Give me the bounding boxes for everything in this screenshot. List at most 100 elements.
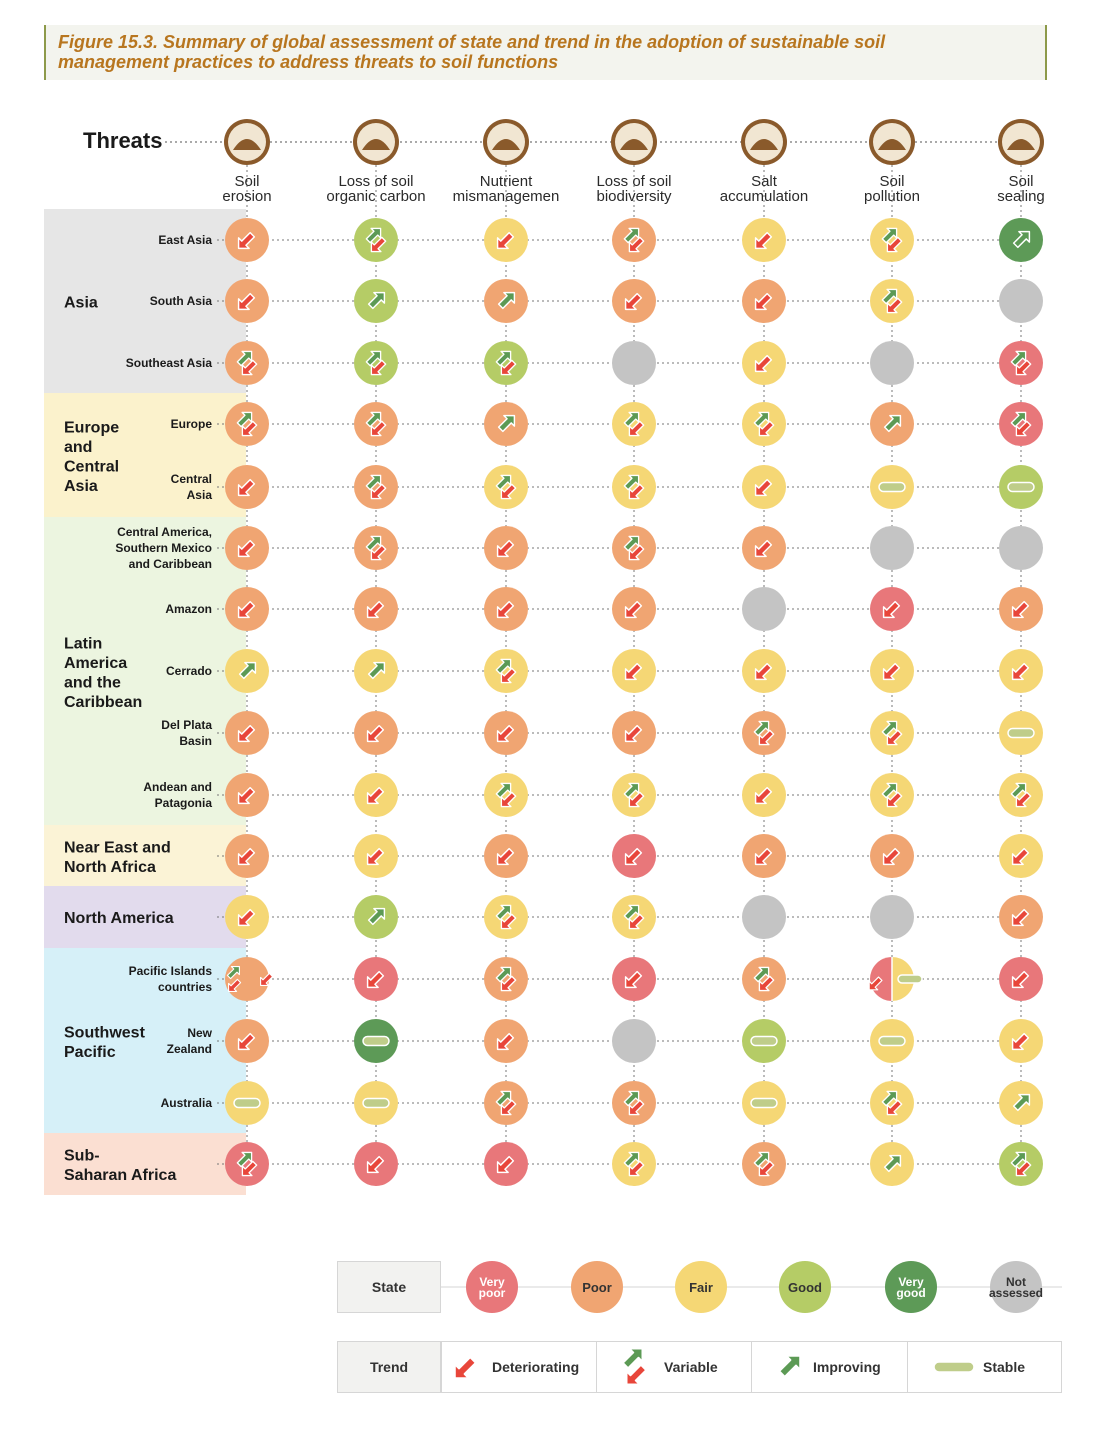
region-band: [44, 948, 246, 1134]
stable-bar-icon: [362, 1097, 390, 1109]
status-cell: [354, 341, 398, 385]
biodiversity-icon: [611, 119, 657, 165]
nutrient-icon: [483, 119, 529, 165]
row-label: Central: [171, 472, 212, 486]
region-band: [44, 825, 246, 887]
deteriorating-arrow-icon: [496, 1032, 515, 1051]
row-label: East Asia: [158, 233, 212, 247]
row-label: Southeast Asia: [126, 356, 213, 370]
deteriorating-arrow-icon: [1015, 1160, 1032, 1177]
state-circle: [870, 895, 914, 939]
status-cell: [742, 279, 786, 323]
deteriorating-arrow-icon: [366, 786, 385, 805]
region-label: Pacific: [64, 1044, 116, 1061]
status-cell: [354, 895, 398, 939]
status-cell: [870, 1142, 914, 1186]
soil-erosion-icon: [224, 119, 270, 165]
row-label: countries: [158, 980, 212, 994]
deteriorating-arrow-icon: [1011, 662, 1030, 681]
deteriorating-arrow-icon: [496, 600, 515, 619]
status-cell: [354, 649, 398, 693]
improving-arrow-icon: [881, 782, 898, 799]
state-circle: [484, 895, 528, 939]
status-cell: [742, 895, 786, 939]
status-cell: [742, 1142, 786, 1186]
deteriorating-arrow-icon: [624, 970, 643, 989]
deteriorating-arrow-icon: [624, 662, 643, 681]
status-cell: [612, 957, 656, 1001]
improving-arrow-icon: [365, 474, 382, 491]
status-cell: [484, 649, 528, 693]
row-label: Amazon: [165, 602, 212, 616]
status-cell: [742, 402, 786, 446]
status-cell: [742, 957, 786, 1001]
legend-trend-label: Improving: [813, 1359, 881, 1375]
state-circle: [870, 526, 914, 570]
threat-icon-glyph: [750, 139, 778, 150]
status-cell: [484, 834, 528, 878]
status-cell: [742, 711, 786, 755]
deteriorating-arrow-icon: [1011, 600, 1030, 619]
status-cell: [742, 587, 786, 631]
deteriorating-arrow-icon: [500, 791, 517, 808]
stable-bar-icon: [1007, 481, 1035, 493]
row-label: Del Plata: [161, 718, 212, 732]
deteriorating-arrow-icon: [758, 975, 775, 992]
improving-arrow-icon: [753, 720, 770, 737]
legend-trend-deteriorating: Deteriorating: [441, 1341, 596, 1393]
row-label: Pacific Islands: [129, 964, 213, 978]
improving-arrow-icon: [495, 966, 512, 983]
status-cell: [354, 957, 398, 1001]
improving-arrow-icon: [1010, 1151, 1027, 1168]
deteriorating-arrow-icon: [496, 1155, 515, 1174]
status-cell: [225, 957, 274, 1001]
state-circle: [612, 402, 656, 446]
status-cell: [354, 465, 398, 509]
improving-arrow-icon: [883, 414, 902, 433]
legend-state-circle: [990, 1261, 1042, 1313]
legend-state-label: poor: [479, 1286, 506, 1300]
improving-arrow-icon: [623, 782, 640, 799]
legend-state-circle: [675, 1261, 727, 1313]
status-cell: [612, 341, 656, 385]
deteriorating-arrow-icon: [754, 354, 773, 373]
deteriorating-arrow-icon: [453, 1356, 477, 1380]
status-cell: [354, 1019, 398, 1063]
status-cell: [870, 834, 914, 878]
status-cell: [354, 526, 398, 570]
status-cell: [225, 341, 269, 385]
deteriorating-arrow-icon: [237, 908, 256, 927]
state-circle: [999, 402, 1043, 446]
deteriorating-arrow-icon: [366, 600, 385, 619]
deteriorating-arrow-icon: [624, 847, 643, 866]
deteriorating-arrow-icon: [366, 1155, 385, 1174]
status-cell: [999, 957, 1043, 1001]
status-cell: [999, 1142, 1043, 1186]
state-circle: [742, 895, 786, 939]
status-cell: [354, 279, 398, 323]
threats-header: Threats: [83, 128, 162, 153]
improving-arrow-icon: [621, 1347, 644, 1370]
improving-arrow-icon: [236, 411, 253, 428]
threat-icon-glyph: [233, 139, 261, 150]
status-cell: [612, 895, 656, 939]
improving-arrow-icon: [623, 474, 640, 491]
improving-arrow-icon: [226, 966, 240, 980]
status-cell: [354, 587, 398, 631]
deteriorating-arrow-icon: [628, 1160, 645, 1177]
deteriorating-arrow-icon: [237, 292, 256, 311]
legend-state-label: good: [896, 1286, 925, 1300]
deteriorating-arrow-icon: [237, 786, 256, 805]
deteriorating-arrow-icon: [237, 539, 256, 558]
deteriorating-arrow-icon: [628, 791, 645, 808]
sealing-icon: [998, 119, 1044, 165]
legend-state-label: Very: [479, 1275, 505, 1289]
state-circle: [999, 279, 1043, 323]
status-cell: [999, 587, 1043, 631]
status-cell: [870, 341, 914, 385]
state-circle: [870, 773, 914, 817]
status-cell: [612, 587, 656, 631]
status-cell: [870, 773, 914, 817]
status-cell: [484, 279, 528, 323]
state-circle: [999, 341, 1043, 385]
